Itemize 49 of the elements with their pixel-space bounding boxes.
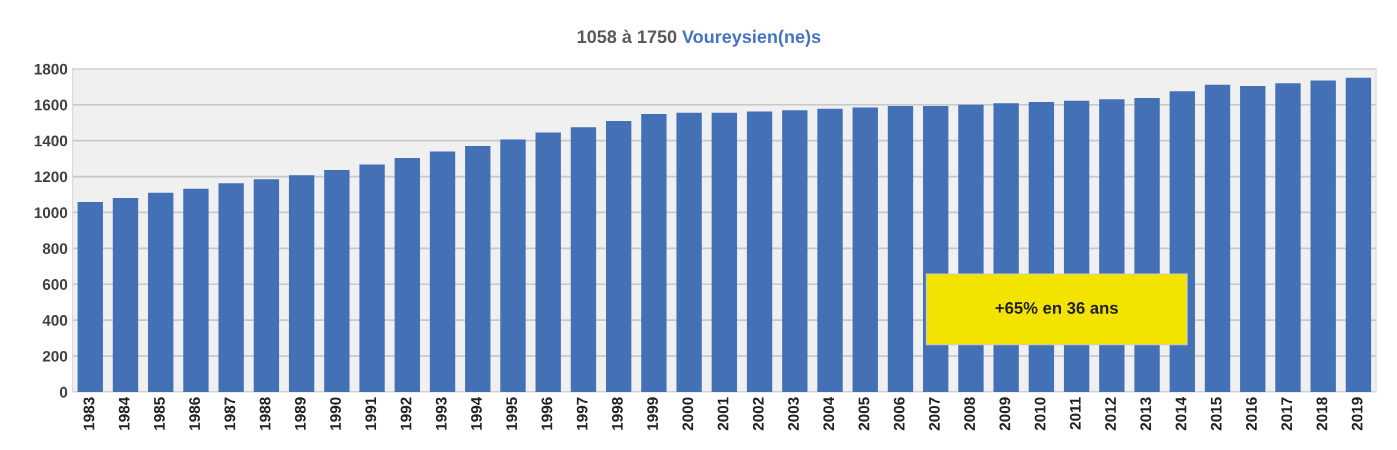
x-tick-label: 1983: [83, 397, 95, 430]
x-tick-label: 1995: [506, 397, 518, 430]
x-tick-label: 2004: [823, 396, 835, 431]
x-tick-label: 1993: [435, 397, 447, 430]
x-tick-label: 2009: [999, 397, 1011, 431]
x-tick-label: 2005: [858, 397, 870, 431]
y-tick-label: 1000: [34, 207, 68, 219]
x-tick-label: 2014: [1175, 396, 1187, 431]
x-tick-label: 2007: [928, 397, 940, 431]
x-tick-label: 2002: [752, 397, 764, 431]
x-tick-label: 1988: [259, 397, 271, 430]
x-tick-label: 2001: [717, 397, 729, 431]
y-tick-label: 1400: [34, 135, 68, 147]
x-tick-label: 2011: [1069, 397, 1081, 430]
annotation: +65% en 36 ans: [995, 302, 1118, 314]
x-tick-label: 2016: [1246, 397, 1257, 431]
y-tick-label: 1800: [34, 63, 68, 75]
x-tick-label: 1994: [471, 396, 482, 430]
x-tick-label: 2003: [788, 397, 799, 431]
x-tick-label: 2006: [893, 397, 905, 431]
x-tick-label: 1998: [611, 397, 623, 430]
x-tick-label: 1992: [400, 397, 412, 430]
x-tick-label: 1987: [224, 397, 236, 430]
x-tick-label: 2000: [682, 397, 694, 431]
x-tick-label: 2008: [964, 397, 976, 431]
y-tick-label: 800: [42, 243, 68, 255]
y-tick-label: 1200: [34, 171, 68, 183]
chart-title: 1058 à 1750 Voureysien(ne)s: [577, 29, 821, 47]
x-tick-label: 1997: [576, 397, 588, 430]
x-tick-label: 1991: [365, 397, 377, 430]
y-tick-label: 400: [42, 315, 68, 326]
x-tick-label: 1990: [330, 397, 341, 430]
y-tick-label: 200: [42, 350, 68, 362]
x-tick-label: 1989: [294, 397, 306, 430]
x-tick-label: 1986: [189, 397, 201, 430]
y-tick-label: 1600: [34, 99, 68, 111]
x-tick-label: 2017: [1281, 397, 1293, 431]
x-tick-label: 2019: [1351, 397, 1363, 431]
x-tick-label: 2013: [1140, 397, 1152, 431]
x-tick-label: 2010: [1034, 397, 1046, 431]
x-tick-label: 2012: [1105, 397, 1116, 431]
x-tick-label: 1985: [153, 397, 165, 430]
y-tick-label: 0: [59, 386, 68, 398]
x-tick-label: 1996: [541, 397, 553, 430]
x-tick-label: 1984: [118, 396, 130, 430]
y-tick-label: 600: [42, 279, 68, 290]
x-tick-label: 2018: [1316, 397, 1328, 431]
x-tick-label: 2015: [1210, 397, 1222, 431]
x-tick-label: 1999: [647, 397, 658, 430]
